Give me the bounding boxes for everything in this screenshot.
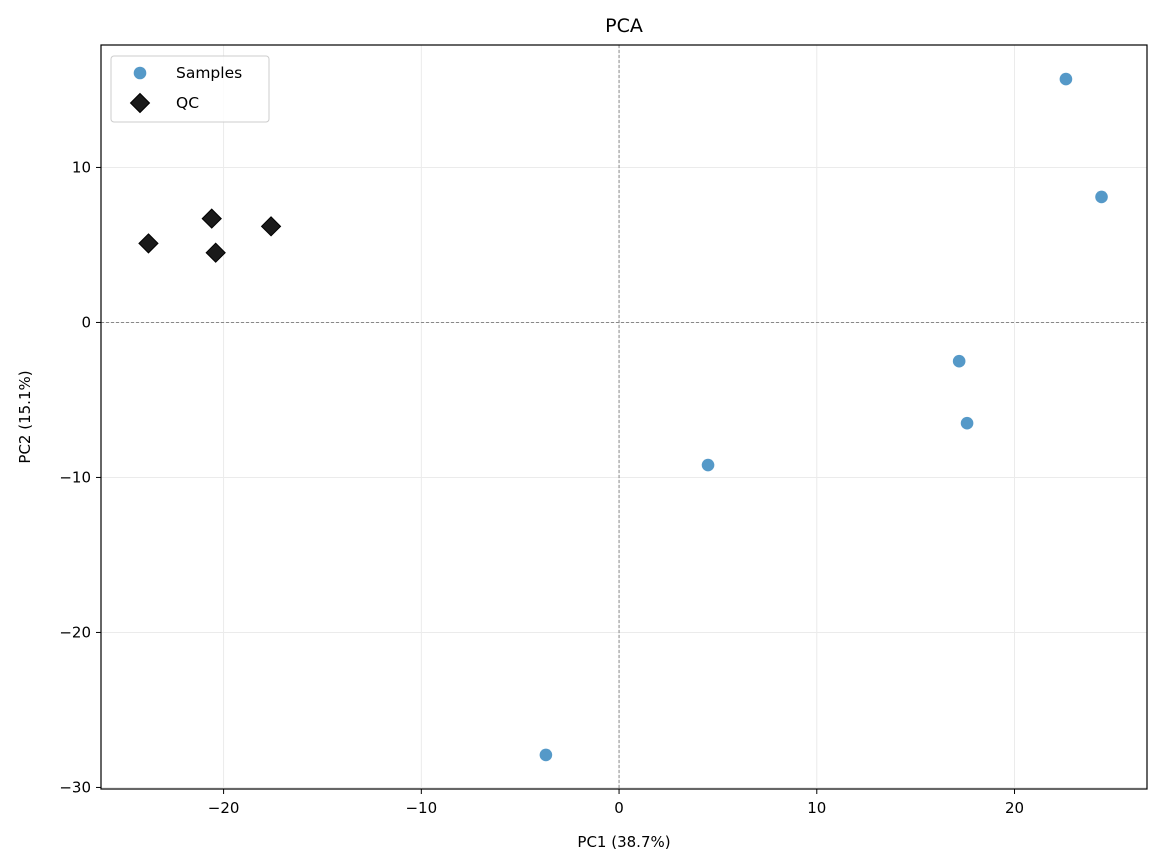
- legend-item-qc: QC: [129, 92, 199, 114]
- y-tick-label: −20: [59, 623, 91, 641]
- x-tick-label: 20: [1005, 799, 1024, 817]
- legend: Samples QC: [110, 55, 270, 123]
- data-points: [138, 72, 1108, 762]
- y-tick-label: 0: [81, 313, 91, 331]
- samples-point: [1095, 190, 1108, 204]
- x-tick-label: 0: [614, 799, 624, 817]
- qc-point: [205, 242, 226, 263]
- x-tick-label: −10: [405, 799, 437, 817]
- legend-marker-qc: [129, 92, 151, 114]
- samples-point: [952, 354, 966, 368]
- y-tick-label: −10: [59, 468, 91, 486]
- samples-point: [539, 748, 553, 762]
- x-tick-label: 10: [807, 799, 826, 817]
- y-tick-label: 10: [72, 158, 91, 176]
- legend-label-samples: Samples: [176, 64, 242, 82]
- y-tick-label: −30: [59, 778, 91, 796]
- legend-marker-samples: [133, 66, 147, 80]
- plot-area-frame: [100, 44, 1148, 790]
- x-axis-label: PC1 (38.7%): [577, 833, 670, 851]
- qc-point: [138, 233, 159, 254]
- legend-label-qc: QC: [176, 94, 199, 112]
- axis-ticks: −20 −10 0 10 20 −30 −20 −10 0 10: [59, 158, 1024, 817]
- chart-title: PCA: [605, 15, 643, 37]
- zero-reference-lines: [101, 45, 1147, 789]
- x-tick-label: −20: [208, 799, 240, 817]
- qc-point: [201, 208, 222, 229]
- samples-point: [960, 416, 974, 430]
- y-axis-label: PC2 (15.1%): [16, 370, 34, 463]
- samples-point: [1059, 72, 1073, 86]
- legend-box: [110, 55, 270, 123]
- legend-item-samples: Samples: [133, 64, 242, 82]
- qc-point: [260, 216, 282, 237]
- samples-point: [701, 458, 715, 472]
